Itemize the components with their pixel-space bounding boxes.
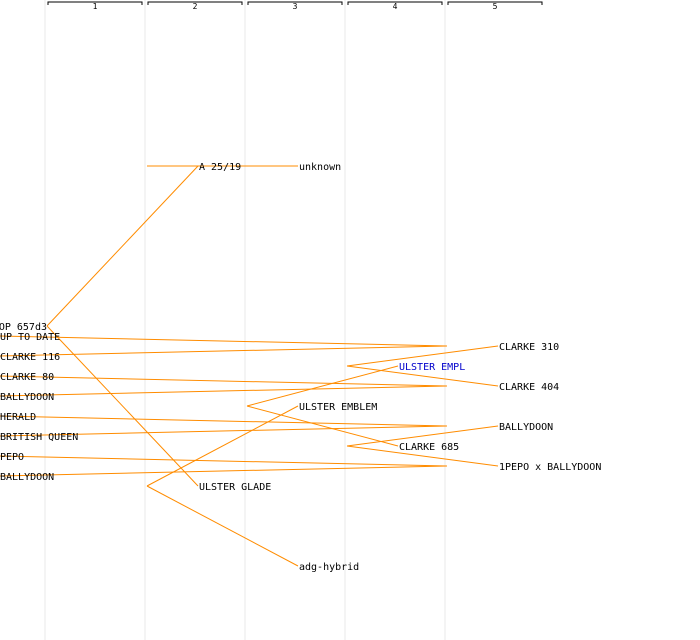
node-label-clarke_80[interactable]: CLARKE 80 (0, 372, 54, 383)
pedigree-edge (346, 445, 499, 467)
generation-bracket (147, 1, 243, 5)
pedigree-edge (0, 385, 448, 397)
tree-edges (0, 165, 499, 567)
generation-bracket (347, 1, 443, 5)
node-label-unknown[interactable]: unknown (299, 162, 341, 173)
tree-nodes: OP 657d3 A 25/19 ULSTER GLADE unknown ULSTER… (0, 162, 601, 573)
generation-number: 1 (93, 2, 98, 11)
pedigree-edge (146, 485, 299, 567)
node-label-clarke_310[interactable]: CLARKE 310 (499, 342, 559, 353)
generation-columns (44, 0, 446, 640)
node-label-ulster_emblem[interactable]: ULSTER EMBLEM (299, 402, 377, 413)
pedigree-edge (246, 405, 399, 447)
node-label-clarke_116[interactable]: CLARKE 116 (0, 352, 60, 363)
pedigree-edge (0, 465, 448, 477)
pedigree-edge (0, 375, 448, 387)
node-label-a2519[interactable]: A 25/19 (199, 162, 241, 173)
node-label-pepo[interactable]: PEPO (0, 452, 24, 463)
node-label-ballydoon_b[interactable]: BALLYDOON (0, 392, 54, 403)
node-label-pepo_x[interactable]: 1PEPO x BALLYDOON (499, 462, 601, 473)
pedigree-edge (246, 365, 399, 407)
node-label-herald[interactable]: HERALD (0, 412, 36, 423)
pedigree-edge (0, 455, 448, 467)
generation-number: 3 (293, 2, 298, 11)
generation-bracket (447, 1, 543, 5)
node-label-clarke_685[interactable]: CLARKE 685 (399, 442, 459, 453)
pedigree-edge (0, 415, 448, 427)
pedigree-edge (146, 405, 299, 487)
node-label-ballydoon_a[interactable]: BALLYDOON (499, 422, 553, 433)
pedigree-edge (46, 325, 199, 487)
generation-header: 1 2 3 4 5 (47, 1, 543, 11)
generation-number: 2 (193, 2, 198, 11)
generation-number: 5 (493, 2, 498, 11)
node-label-ulster_glade[interactable]: ULSTER GLADE (199, 482, 271, 493)
node-label-adg_hybrid[interactable]: adg-hybrid (299, 562, 359, 573)
node-label-up_to_date[interactable]: UP TO DATE (0, 332, 60, 343)
pedigree-edge (346, 425, 499, 447)
generation-number: 4 (393, 2, 398, 11)
node-label-ulster_empl[interactable]: ULSTER EMPL (399, 362, 465, 373)
pedigree-edge (0, 335, 448, 347)
pedigree-edge (346, 365, 499, 387)
pedigree-edge (0, 345, 448, 357)
generation-bracket (247, 1, 343, 5)
pedigree-edge (346, 345, 499, 367)
pedigree-edge (46, 165, 199, 327)
pedigree-edge (0, 425, 448, 437)
node-label-clarke_404[interactable]: CLARKE 404 (499, 382, 559, 393)
node-label-ballydoon_c[interactable]: BALLYDOON (0, 472, 54, 483)
generation-bracket (47, 1, 143, 5)
root-node-label[interactable]: OP 657d3 (0, 322, 47, 333)
node-label-british_queen[interactable]: BRITISH QUEEN (0, 432, 78, 443)
